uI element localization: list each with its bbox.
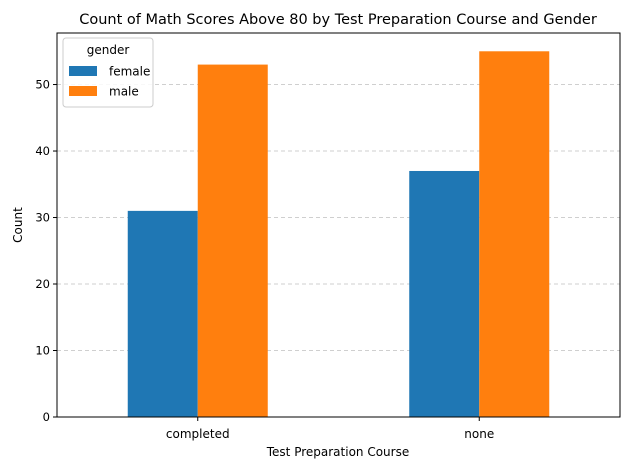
legend: gender female male <box>62 37 154 108</box>
y-tick-label: 40 <box>35 144 50 158</box>
x-axis-label: Test Preparation Course <box>266 445 409 459</box>
legend-swatch-male <box>69 86 97 96</box>
legend-label-male: male <box>109 85 139 99</box>
bars <box>127 51 550 418</box>
y-axis-label: Count <box>11 207 25 243</box>
y-tick-label: 30 <box>35 211 50 225</box>
legend-title: gender <box>87 43 130 57</box>
chart-title: Count of Math Scores Above 80 by Test Pr… <box>79 12 597 28</box>
plot-frame <box>56 32 621 418</box>
bar-male-completed <box>197 64 268 418</box>
legend-swatch-female <box>69 66 97 76</box>
x-axis: completed none <box>166 417 494 441</box>
y-tick-label: 0 <box>43 410 50 424</box>
y-tick-label: 20 <box>35 277 50 291</box>
bar-female-none <box>409 170 480 417</box>
legend-label-female: female <box>109 65 150 79</box>
bar-female-completed <box>127 210 198 417</box>
y-axis: 0 10 20 30 40 50 <box>35 78 57 424</box>
y-tick-label: 50 <box>35 78 50 92</box>
bar-male-none <box>479 51 550 418</box>
x-tick-label: none <box>464 427 494 441</box>
x-tick-label: completed <box>166 427 230 441</box>
y-tick-label: 10 <box>35 344 50 358</box>
